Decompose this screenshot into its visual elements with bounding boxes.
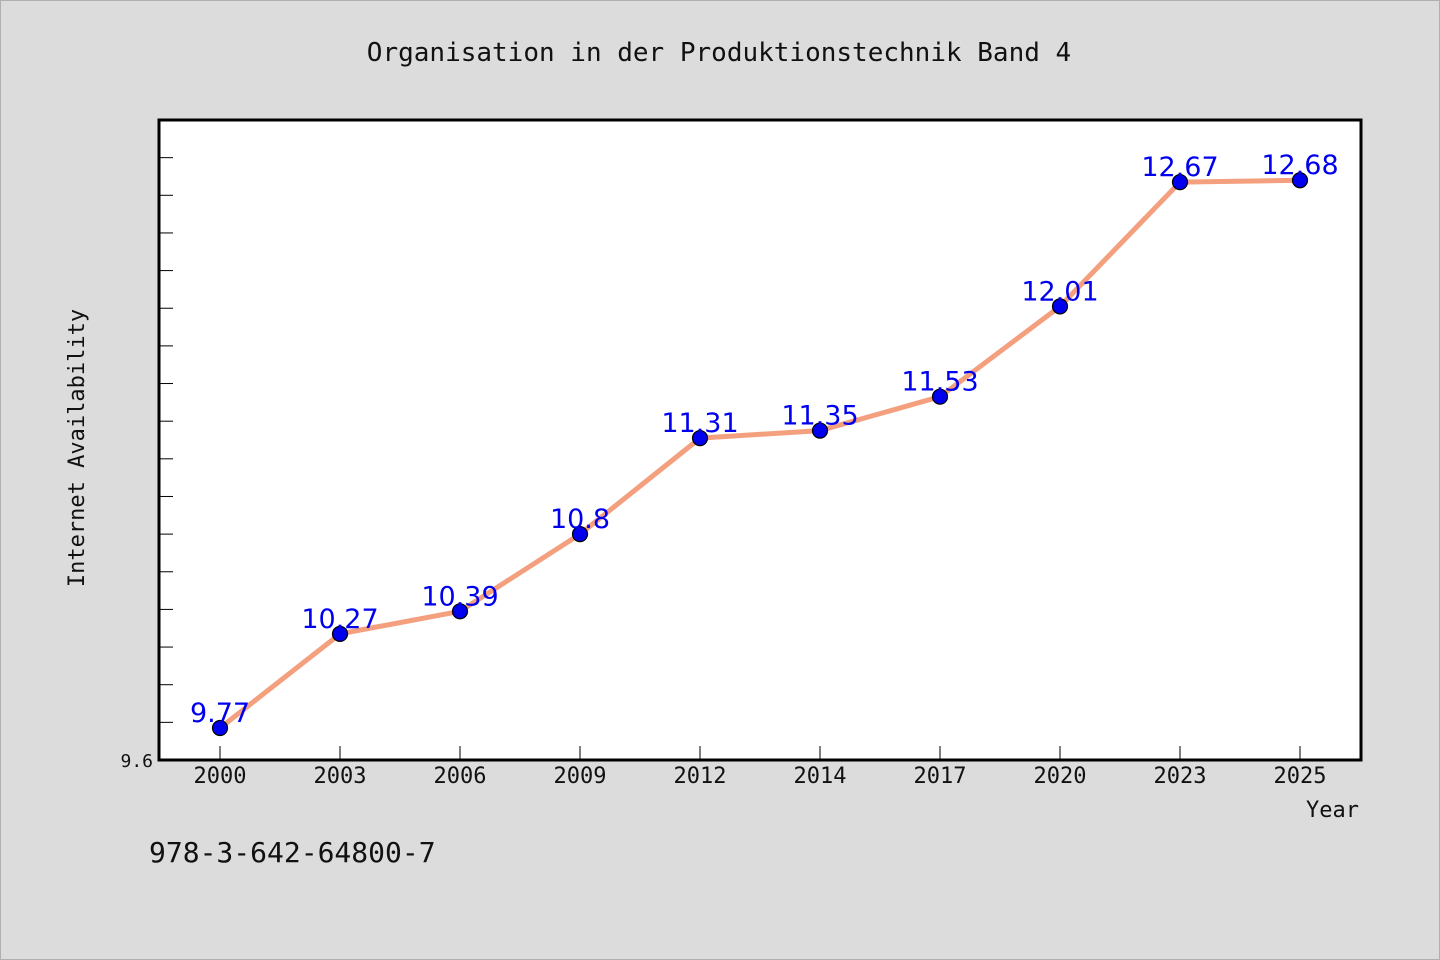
- data-point-2023: [1171, 174, 1189, 191]
- x-tick-label-2025: 2025: [1274, 764, 1327, 789]
- x-tick-label-2014: 2014: [794, 764, 847, 789]
- isbn-label: 978-3-642-64800-7: [149, 836, 436, 869]
- data-point-2014: [811, 422, 829, 439]
- data-label-2023: 12.67: [1141, 152, 1218, 183]
- data-label-2020: 12.01: [1021, 276, 1098, 307]
- y-axis-title: Internet Availability: [65, 309, 90, 587]
- data-point-2009: [571, 526, 589, 543]
- data-point-2012: [691, 430, 709, 447]
- series-markers: [211, 172, 1309, 737]
- data-label-2017: 11.53: [901, 367, 978, 398]
- data-point-2017: [931, 388, 949, 405]
- x-tick-label-2000: 2000: [194, 764, 247, 789]
- data-label-2003: 10.27: [301, 604, 378, 635]
- plot-area: [157, 118, 1363, 762]
- data-point-2025: [1291, 172, 1309, 189]
- x-tick-label-2006: 2006: [434, 764, 487, 789]
- chart-title: Organisation in der Produktionstechnik B…: [367, 38, 1071, 68]
- y-tick-label-min: 9.6: [120, 751, 153, 772]
- data-label-2006: 10.39: [421, 581, 498, 612]
- data-label-2012: 11.31: [661, 408, 738, 439]
- x-axis-tick-labels: 2000 2003 2006 2009 2012 2014 2017 2020 2023 2025: [194, 764, 1327, 789]
- x-tick-label-2009: 2009: [554, 764, 607, 789]
- data-label-2025: 12.68: [1261, 150, 1338, 181]
- data-point-2003: [331, 625, 349, 642]
- x-tick-label-2023: 2023: [1154, 764, 1207, 789]
- x-tick-label-2012: 2012: [674, 764, 727, 789]
- x-tick-label-2017: 2017: [914, 764, 967, 789]
- x-tick-label-2003: 2003: [314, 764, 367, 789]
- data-point-2020: [1051, 298, 1069, 315]
- series-line: [217, 177, 1303, 731]
- data-label-2014: 11.35: [781, 401, 858, 432]
- data-label-2000: 9.77: [190, 698, 250, 729]
- data-label-2009: 10.8: [550, 504, 610, 535]
- y-minor-ticks: [159, 157, 173, 723]
- data-point-2000: [211, 719, 229, 737]
- x-axis-ticks: [219, 746, 1301, 760]
- x-axis-title: Year: [1306, 798, 1359, 823]
- x-tick-label-2020: 2020: [1034, 764, 1087, 789]
- data-labels: 9.77 10.27 10.39 10.8 11.31 11.35 11.53 12.01 12…: [190, 150, 1339, 729]
- data-point-2006: [451, 603, 469, 620]
